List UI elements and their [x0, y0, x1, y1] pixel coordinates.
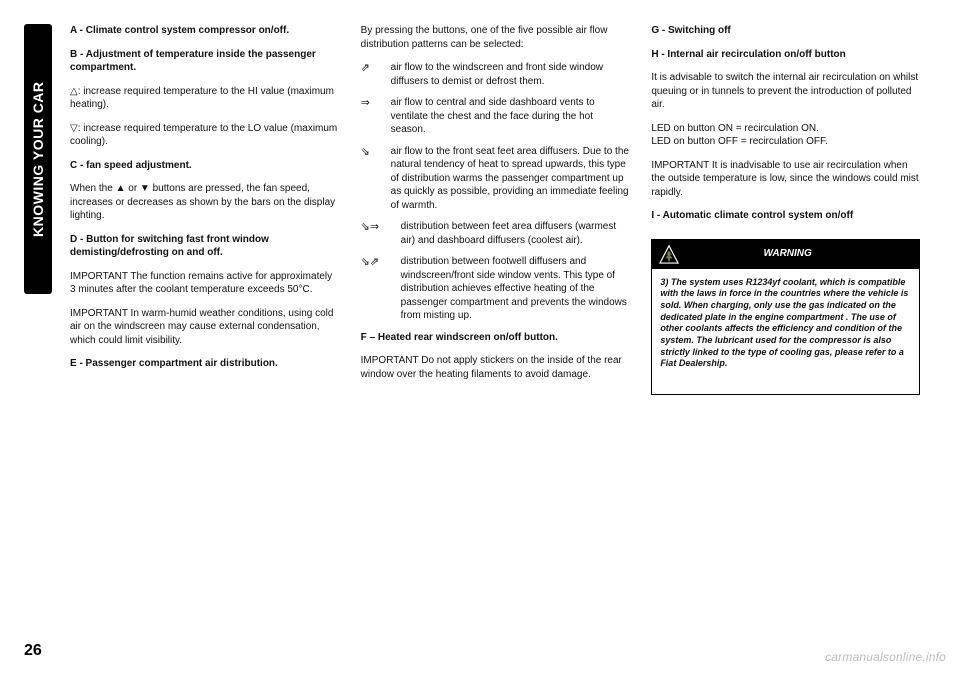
section-D-imp1: IMPORTANT The function remains active fo…: [70, 270, 339, 297]
tree-icon: [655, 243, 683, 265]
warning-label: WARNING: [683, 247, 920, 261]
airflow-icon: ⇒: [361, 96, 383, 137]
warning-header: WARNING: [651, 239, 920, 269]
up-icon: △: [70, 86, 78, 97]
airflow-text: air flow to the windscreen and front sid…: [391, 61, 630, 88]
section-B-head: B - Adjustment of temperature inside the…: [70, 48, 339, 75]
section-H-head: H - Internal air recirculation on/off bu…: [651, 48, 920, 62]
section-D-head: D - Button for switching fast front wind…: [70, 233, 339, 260]
airflow-icon: ⇘⇗: [361, 255, 393, 323]
airflow-text: distribution between feet area diffusers…: [401, 220, 630, 247]
airflow-item: ⇘⇗ distribution between footwell diffuse…: [361, 255, 630, 323]
h-led-on: LED on button ON = recirculation ON.: [651, 123, 819, 134]
warning-body: 3) The system uses R1234yf coolant, whic…: [651, 269, 920, 396]
airflow-icon: ⇗: [361, 61, 383, 88]
section-D-imp2: IMPORTANT In warm-humid weather conditio…: [70, 307, 339, 348]
h-led-off: LED on button OFF = recirculation OFF.: [651, 136, 827, 147]
section-E-body: By pressing the buttons, one of the five…: [361, 24, 630, 51]
warning-box: WARNING 3) The system uses R1234yf coola…: [651, 239, 920, 396]
section-A-head: A - Climate control system compressor on…: [70, 24, 339, 38]
section-G-head: G - Switching off: [651, 24, 920, 38]
section-H-body1: It is advisable to switch the internal a…: [651, 71, 920, 112]
b-up-text: : increase required temperature to the H…: [70, 86, 334, 111]
section-F-imp: IMPORTANT Do not apply stickers on the i…: [361, 354, 630, 381]
down-icon: ▽: [70, 123, 78, 134]
section-B-up: △: increase required temperature to the …: [70, 85, 339, 112]
airflow-item: ⇘⇒ distribution between feet area diffus…: [361, 220, 630, 247]
airflow-item: ⇒ air flow to central and side dashboard…: [361, 96, 630, 137]
airflow-text: distribution between footwell diffusers …: [401, 255, 630, 323]
b-dn-text: : increase required temperature to the L…: [70, 123, 337, 148]
section-E-head: E - Passenger compartment air distributi…: [70, 357, 339, 371]
airflow-text: air flow to central and side dashboard v…: [391, 96, 630, 137]
section-F-head: F – Heated rear windscreen on/off button…: [361, 331, 630, 345]
airflow-text: air flow to the front seat feet area dif…: [391, 145, 630, 213]
section-B-dn: ▽: increase required temperature to the …: [70, 122, 339, 149]
section-H-imp: IMPORTANT It is inadvisable to use air r…: [651, 159, 920, 200]
airflow-item: ⇘ air flow to the front seat feet area d…: [361, 145, 630, 213]
airflow-item: ⇗ air flow to the windscreen and front s…: [361, 61, 630, 88]
page-number: 26: [24, 642, 42, 660]
section-I-head: I - Automatic climate control system on/…: [651, 209, 920, 223]
section-tab: KNOWING YOUR CAR: [24, 24, 52, 294]
section-H-led: LED on button ON = recirculation ON. LED…: [651, 122, 920, 149]
airflow-icon: ⇘⇒: [361, 220, 393, 247]
airflow-icon: ⇘: [361, 145, 383, 213]
section-C-head: C - fan speed adjustment.: [70, 159, 339, 173]
section-C-body: When the ▲ or ▼ buttons are pressed, the…: [70, 182, 339, 223]
watermark: carmanualsonline.info: [825, 650, 946, 664]
body-columns: A - Climate control system compressor on…: [70, 24, 920, 624]
